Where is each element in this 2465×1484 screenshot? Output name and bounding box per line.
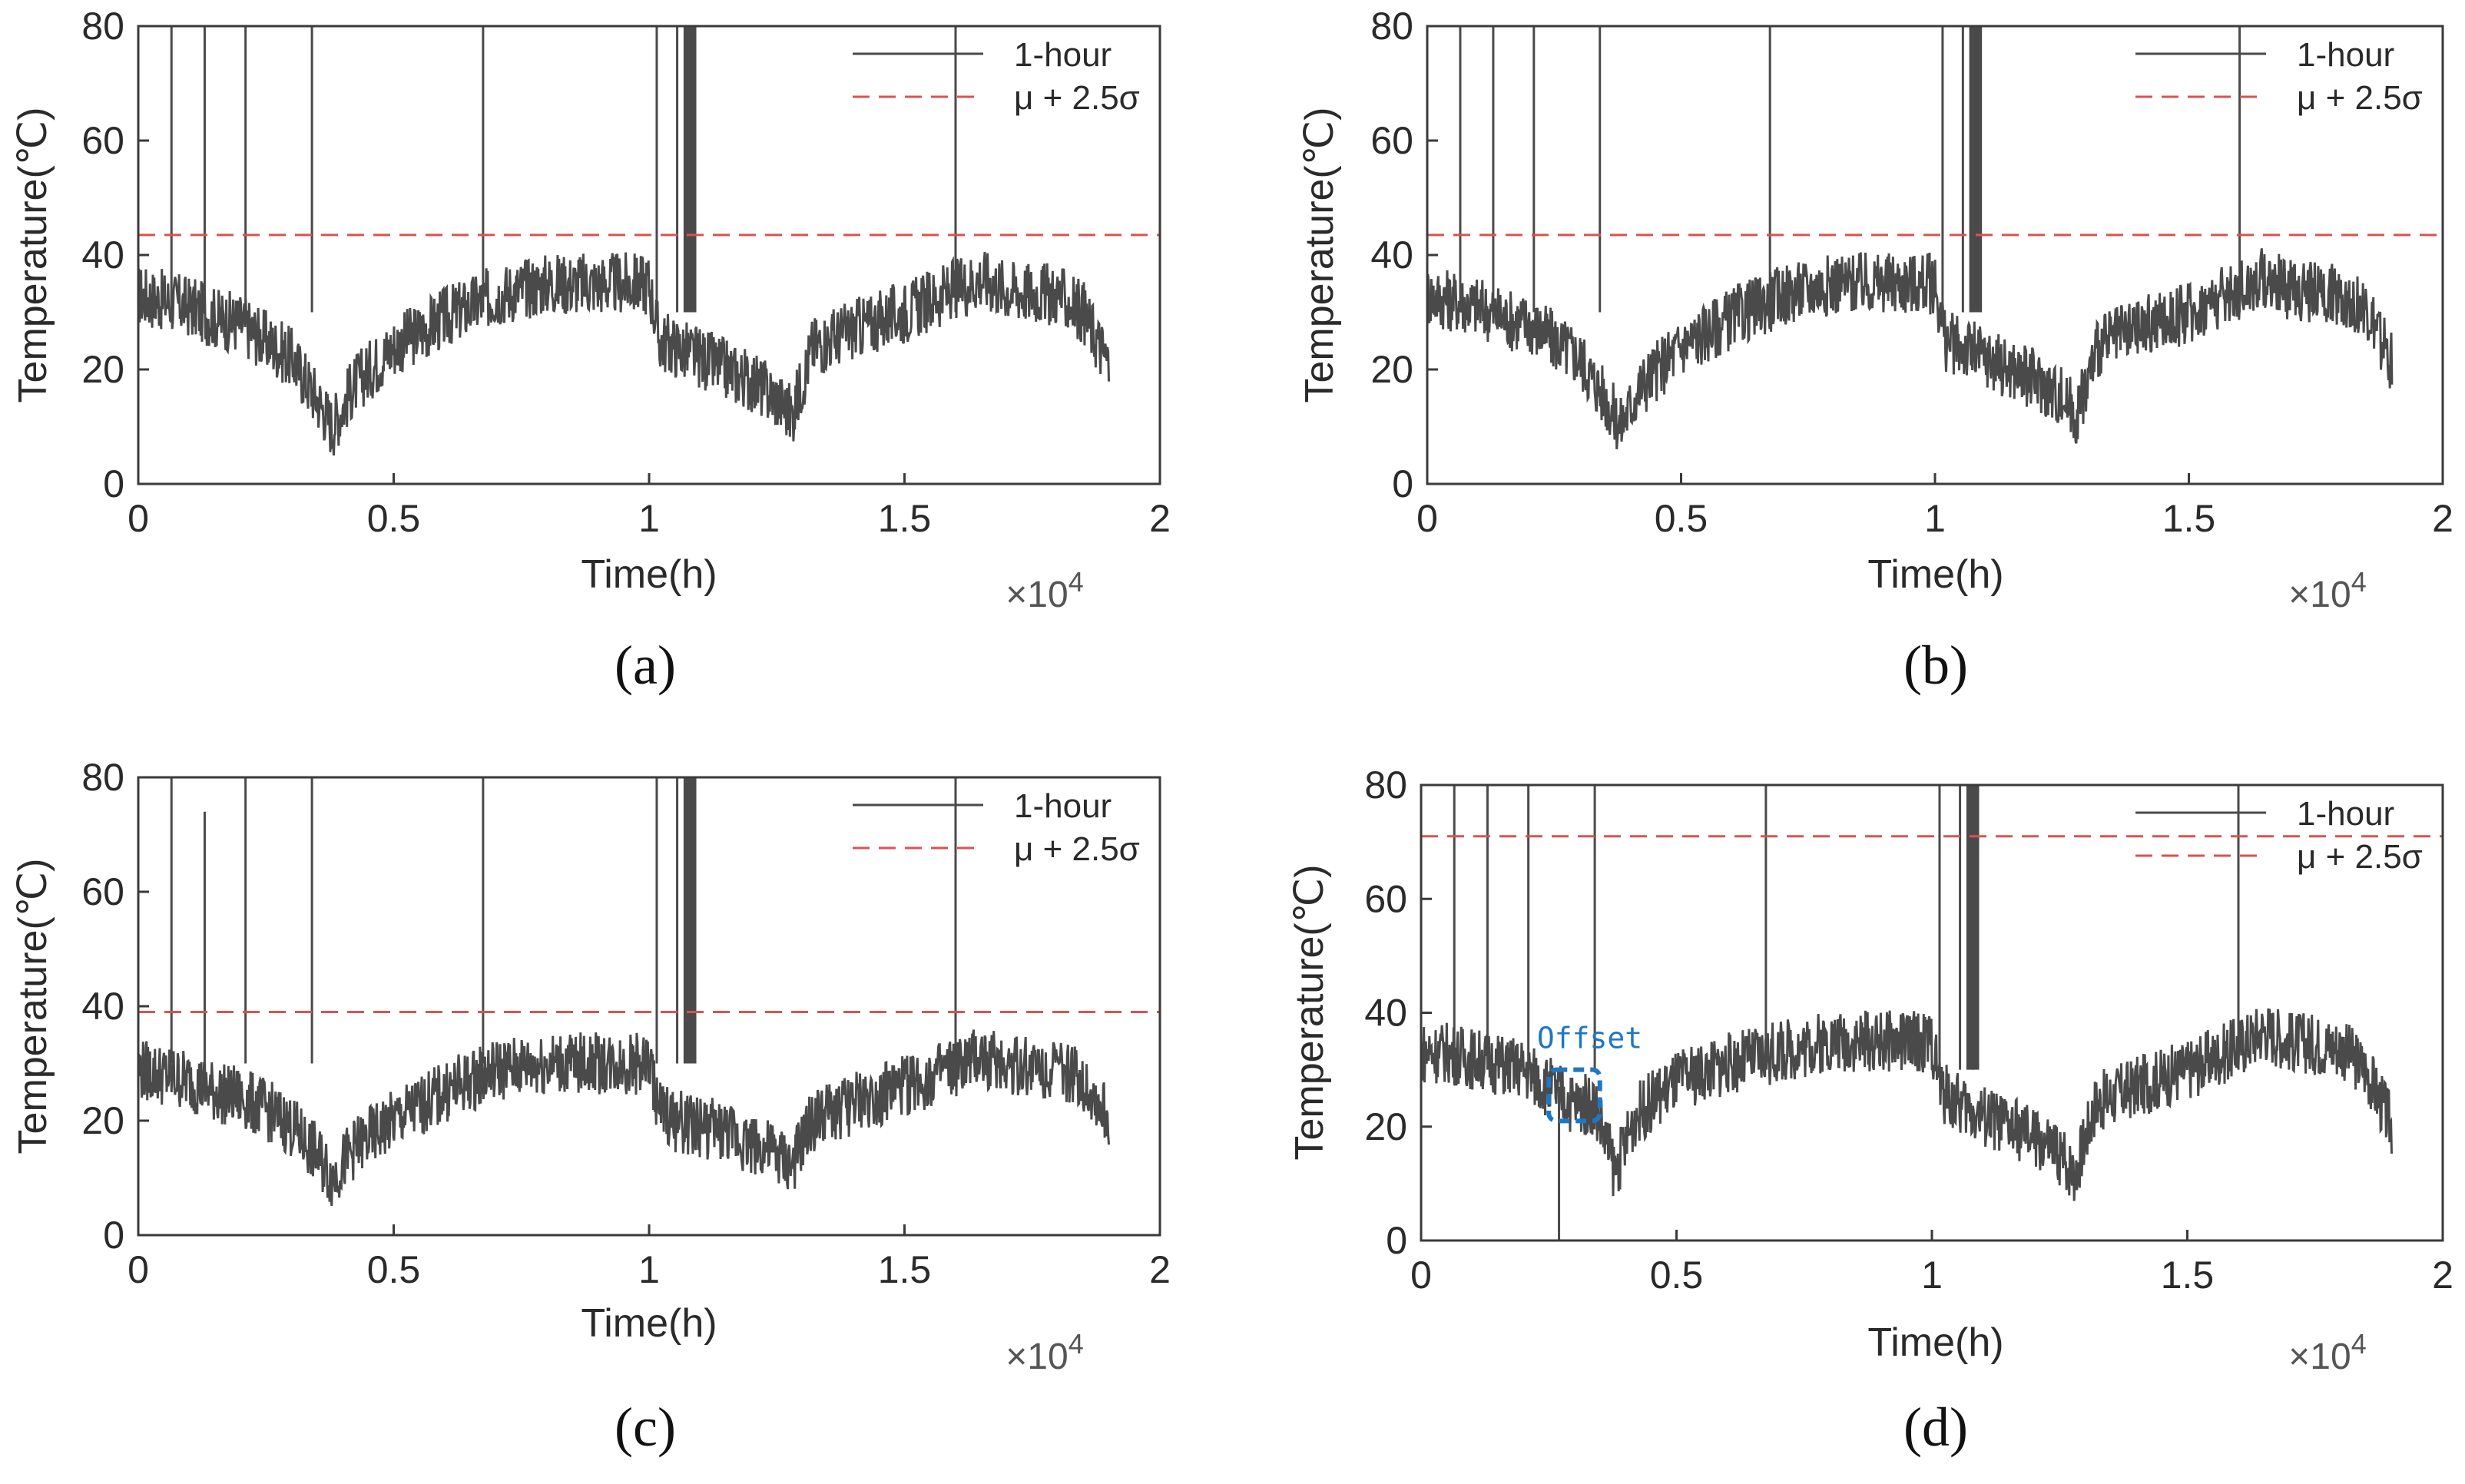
y-tick-label: 80 bbox=[1370, 5, 1413, 48]
legend: 1-hour μ + 2.5σ bbox=[853, 36, 1140, 117]
y-tick-label: 0 bbox=[103, 1214, 124, 1257]
chart-panel-4: 0 0.5 1 1.5 2020406080Time(h)Temperature(℃)×… bbox=[1287, 764, 2453, 1458]
legend-label-threshold: μ + 2.5σ bbox=[1014, 79, 1140, 117]
chart-panel-3: 0 0.5 1 1.5 2020406080Time(h)Temperature(℃)×… bbox=[11, 756, 1171, 1458]
chart-panel-1: 0 0.5 1 1.5 2020406080Time(h)Temperature(℃)×… bbox=[11, 5, 1171, 696]
axes-frame bbox=[137, 776, 1161, 1237]
x-tick-label: 1.5 bbox=[2161, 1254, 2215, 1297]
axes-frame bbox=[1426, 25, 2444, 485]
legend-label-threshold: μ + 2.5σ bbox=[1014, 830, 1140, 868]
x-tick-label: 1.5 bbox=[2162, 497, 2216, 540]
x-multiplier: ×104 bbox=[1006, 566, 1083, 615]
y-axis-label: Temperature(℃) bbox=[1297, 108, 1342, 403]
y-tick-label: 40 bbox=[1370, 234, 1413, 277]
plot-area bbox=[138, 26, 1110, 455]
legend-label-1-hour: 1-hour bbox=[2297, 36, 2394, 74]
axes-frame bbox=[1420, 783, 2444, 1242]
x-axis-label: Time(h) bbox=[581, 1301, 717, 1346]
panel-caption: (d) bbox=[1903, 1396, 1968, 1458]
plot-area bbox=[1427, 26, 2394, 449]
y-tick-label: 80 bbox=[81, 5, 124, 48]
x-multiplier: ×104 bbox=[2288, 566, 2366, 615]
legend-label-1-hour: 1-hour bbox=[2297, 795, 2394, 833]
x-axis-label: Time(h) bbox=[581, 552, 717, 597]
x-tick-label: 2 bbox=[1149, 1248, 1171, 1291]
x-tick-label: 0.5 bbox=[1650, 1254, 1704, 1297]
panel-caption: (a) bbox=[615, 634, 676, 696]
offset-annotation: Offset bbox=[1537, 1022, 1642, 1055]
series-line-1-hour bbox=[138, 1029, 1110, 1207]
panel-caption: (c) bbox=[615, 1396, 676, 1458]
x-tick-label: 1 bbox=[638, 497, 660, 540]
y-tick-label: 60 bbox=[1370, 119, 1413, 162]
x-axis-label: Time(h) bbox=[1867, 1320, 2003, 1365]
series-line-1-hour bbox=[1421, 1008, 2393, 1201]
x-tick-label: 0 bbox=[1416, 497, 1438, 540]
y-tick-label: 0 bbox=[1386, 1219, 1407, 1262]
x-tick-label: 1.5 bbox=[878, 1248, 932, 1291]
x-tick-label: 0.5 bbox=[1655, 497, 1708, 540]
plot-area bbox=[1421, 785, 2393, 1241]
x-multiplier-exponent: 4 bbox=[2351, 1328, 2367, 1360]
x-tick-label: 1 bbox=[1921, 1254, 1943, 1297]
legend-label-1-hour: 1-hour bbox=[1014, 36, 1112, 74]
y-tick-label: 80 bbox=[81, 756, 124, 799]
y-tick-label: 0 bbox=[1392, 462, 1413, 505]
x-tick-label: 0 bbox=[128, 1248, 149, 1291]
x-multiplier-exponent: 4 bbox=[1068, 1328, 1084, 1360]
x-tick-label: 0.5 bbox=[367, 1248, 421, 1291]
offset-box bbox=[1546, 1067, 1602, 1124]
y-tick-label: 60 bbox=[81, 119, 124, 162]
y-tick-label: 20 bbox=[1364, 1105, 1407, 1148]
legend-label-threshold: μ + 2.5σ bbox=[2297, 838, 2423, 876]
x-tick-label: 2 bbox=[2432, 497, 2453, 540]
x-tick-label: 1 bbox=[1924, 497, 1946, 540]
y-tick-label: 40 bbox=[1364, 992, 1407, 1035]
legend-label-1-hour: 1-hour bbox=[1014, 787, 1112, 825]
y-tick-label: 80 bbox=[1364, 764, 1407, 807]
y-tick-label: 20 bbox=[1370, 348, 1413, 391]
x-tick-label: 1.5 bbox=[878, 497, 932, 540]
axes-frame bbox=[137, 25, 1161, 485]
x-tick-label: 0 bbox=[128, 497, 149, 540]
y-tick-label: 40 bbox=[81, 985, 124, 1028]
y-axis-label: Temperature(℃) bbox=[1287, 865, 1332, 1161]
x-tick-label: 2 bbox=[2432, 1254, 2453, 1297]
x-tick-label: 2 bbox=[1149, 497, 1171, 540]
series-line-1-hour bbox=[138, 251, 1110, 455]
x-tick-label: 0 bbox=[1410, 1254, 1432, 1297]
x-multiplier: ×104 bbox=[1006, 1328, 1083, 1377]
y-tick-label: 40 bbox=[81, 234, 124, 277]
series-line-1-hour bbox=[1427, 248, 2394, 449]
legend: 1-hour μ + 2.5σ bbox=[2135, 795, 2423, 876]
x-tick-label: 0.5 bbox=[367, 497, 421, 540]
y-tick-label: 60 bbox=[81, 870, 124, 913]
legend: 1-hour μ + 2.5σ bbox=[2135, 36, 2423, 117]
x-multiplier: ×104 bbox=[2288, 1328, 2366, 1377]
y-tick-label: 20 bbox=[81, 348, 124, 391]
y-tick-label: 60 bbox=[1364, 877, 1407, 920]
y-axis-label: Temperature(℃) bbox=[11, 859, 55, 1154]
y-tick-label: 0 bbox=[103, 462, 124, 505]
x-multiplier-exponent: 4 bbox=[2351, 566, 2367, 598]
panel-caption: (b) bbox=[1903, 634, 1968, 696]
x-tick-label: 1 bbox=[638, 1248, 660, 1291]
y-axis-label: Temperature(℃) bbox=[11, 108, 55, 403]
y-tick-label: 20 bbox=[81, 1099, 124, 1142]
x-axis-label: Time(h) bbox=[1867, 552, 2003, 597]
legend-label-threshold: μ + 2.5σ bbox=[2297, 79, 2423, 117]
chart-panel-2: 0 0.5 1 1.5 2020406080Time(h)Temperature(℃)×… bbox=[1297, 5, 2453, 696]
x-multiplier-exponent: 4 bbox=[1068, 566, 1084, 598]
plot-area bbox=[138, 777, 1110, 1207]
legend: 1-hour μ + 2.5σ bbox=[853, 787, 1140, 868]
